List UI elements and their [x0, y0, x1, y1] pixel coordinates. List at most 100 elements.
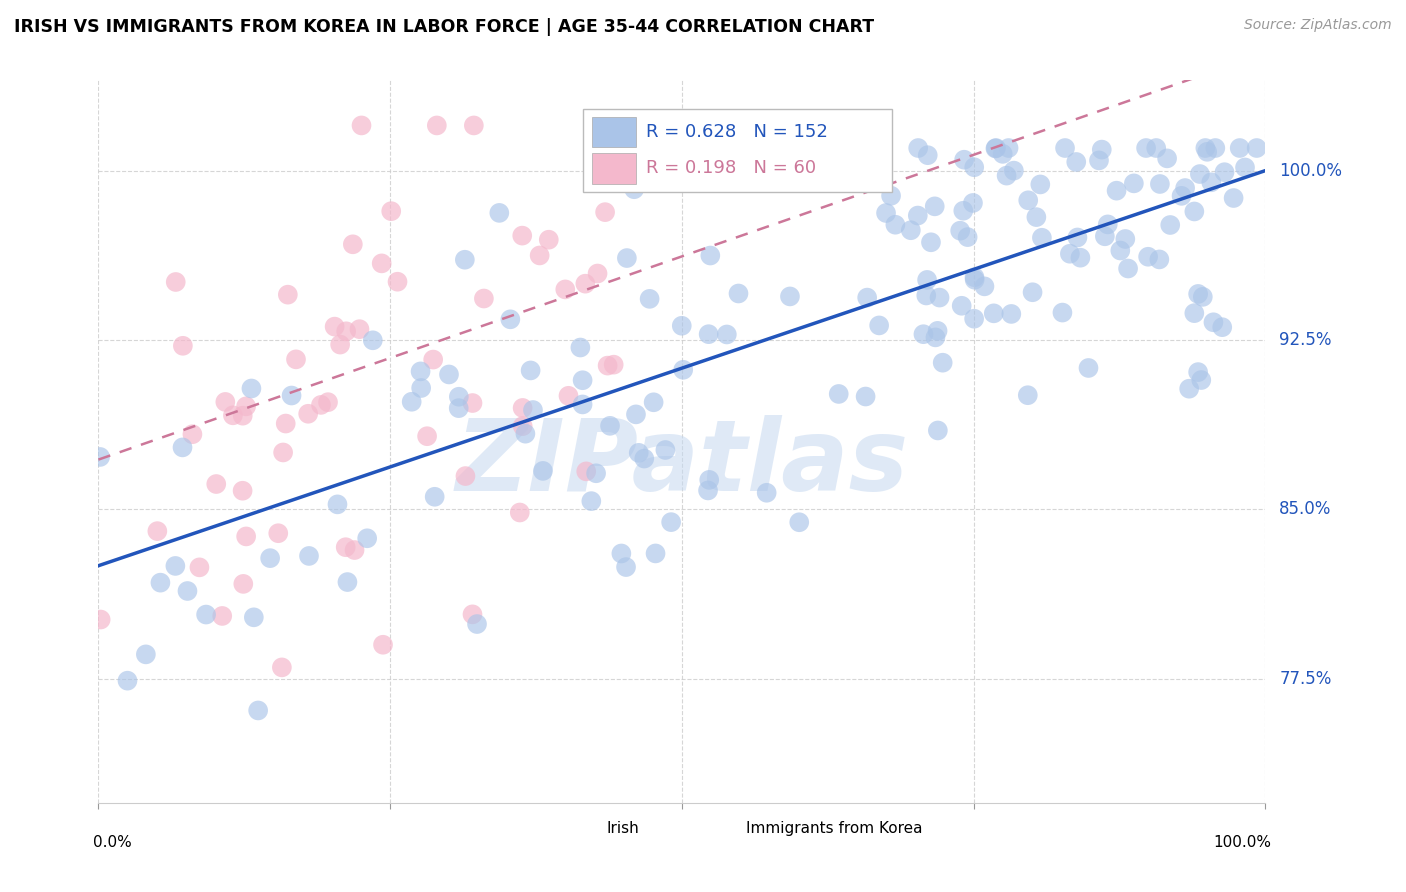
Point	[963, 160, 986, 174]
Point	[214, 395, 236, 409]
Point	[529, 248, 551, 262]
Point	[274, 417, 297, 431]
Point	[787, 515, 810, 529]
Point	[349, 322, 371, 336]
Point	[962, 196, 984, 211]
Point	[1088, 153, 1111, 168]
Point	[924, 330, 946, 344]
Point	[1002, 163, 1025, 178]
Point	[380, 204, 402, 219]
Point	[716, 327, 738, 342]
Point	[343, 543, 366, 558]
Point	[1144, 141, 1167, 155]
Point	[1202, 315, 1225, 329]
Point	[950, 299, 973, 313]
Point	[557, 389, 579, 403]
Point	[1187, 365, 1209, 379]
Point	[1017, 194, 1039, 208]
Point	[779, 289, 801, 303]
Point	[1194, 141, 1216, 155]
Point	[917, 148, 939, 162]
Point	[627, 446, 650, 460]
Point	[1191, 290, 1213, 304]
Point	[697, 327, 720, 342]
Point	[1211, 320, 1233, 334]
Point	[755, 485, 778, 500]
Point	[633, 451, 655, 466]
Point	[1069, 251, 1091, 265]
Point	[697, 483, 720, 498]
Point	[1031, 231, 1053, 245]
Point	[447, 390, 470, 404]
Point	[335, 324, 357, 338]
Point	[912, 327, 935, 342]
Point	[454, 469, 477, 483]
Point	[176, 584, 198, 599]
Point	[1189, 373, 1212, 387]
Point	[828, 387, 851, 401]
Point	[569, 341, 592, 355]
Point	[243, 610, 266, 624]
Text: Irish: Irish	[606, 821, 638, 836]
Point	[1149, 252, 1171, 267]
Point	[585, 467, 607, 481]
Point	[472, 292, 495, 306]
FancyBboxPatch shape	[706, 817, 741, 838]
Point	[1000, 307, 1022, 321]
Point	[984, 141, 1007, 155]
Point	[856, 291, 879, 305]
Point	[387, 275, 409, 289]
Point	[875, 206, 897, 220]
Point	[1017, 388, 1039, 402]
Point	[1170, 189, 1192, 203]
Point	[271, 445, 294, 459]
Point	[931, 356, 953, 370]
Point	[259, 551, 281, 566]
Point	[1091, 143, 1114, 157]
Point	[1122, 177, 1144, 191]
Point	[575, 464, 598, 478]
Point	[181, 427, 204, 442]
Point	[222, 409, 245, 423]
Point	[855, 390, 877, 404]
Point	[149, 575, 172, 590]
Point	[172, 441, 194, 455]
Point	[624, 408, 647, 422]
Point	[915, 288, 938, 302]
Point	[342, 237, 364, 252]
Point	[1204, 141, 1226, 155]
Point	[461, 607, 484, 622]
Point	[554, 282, 576, 296]
Text: Source: ZipAtlas.com: Source: ZipAtlas.com	[1244, 18, 1392, 32]
Point	[593, 205, 616, 219]
Point	[1053, 141, 1076, 155]
Point	[1064, 155, 1087, 169]
Point	[927, 424, 949, 438]
Point	[614, 560, 637, 574]
Text: 0.0%: 0.0%	[93, 835, 131, 850]
Point	[952, 203, 974, 218]
Point	[465, 617, 488, 632]
Point	[672, 363, 695, 377]
Point	[924, 199, 946, 213]
Point	[953, 153, 976, 167]
Point	[335, 540, 357, 554]
Point	[350, 119, 373, 133]
Point	[232, 483, 254, 498]
Point	[1052, 305, 1074, 319]
Point	[1135, 141, 1157, 155]
Point	[1246, 141, 1268, 155]
Point	[1105, 184, 1128, 198]
Point	[571, 373, 593, 387]
Point	[240, 382, 263, 396]
Text: 77.5%: 77.5%	[1279, 670, 1331, 688]
Point	[512, 419, 534, 434]
Point	[499, 312, 522, 326]
Point	[963, 311, 986, 326]
Point	[1149, 177, 1171, 191]
Point	[280, 388, 302, 402]
Point	[90, 613, 112, 627]
Point	[623, 182, 645, 196]
Point	[644, 546, 666, 560]
Point	[195, 607, 218, 622]
